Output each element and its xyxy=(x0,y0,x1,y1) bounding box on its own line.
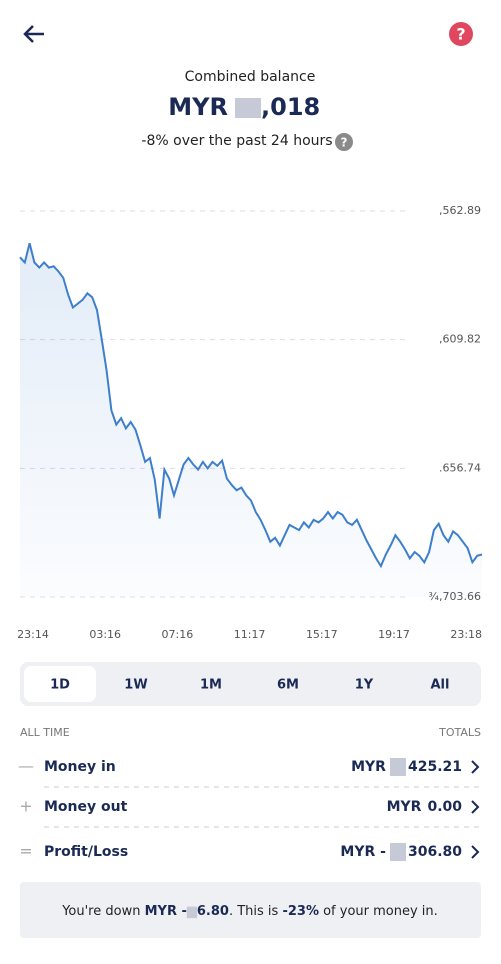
x-tick-label: 19:17 xyxy=(378,628,410,641)
redaction xyxy=(389,843,406,861)
balance-currency: MYR xyxy=(168,93,228,121)
summary-bold: MYR - xyxy=(145,904,187,919)
x-tick-label: 15:17 xyxy=(306,628,338,641)
x-tick-label: 23:14 xyxy=(17,628,49,641)
row-chevron[interactable] xyxy=(471,800,480,814)
redaction: ▆ xyxy=(186,904,198,919)
row-amount: 0.00 xyxy=(427,799,462,815)
tab[interactable]: 6M xyxy=(277,678,299,693)
row-chevron[interactable] xyxy=(471,760,480,774)
tab[interactable]: 1Y xyxy=(355,678,374,693)
summary-bold: -23% xyxy=(282,904,319,919)
tab-bar xyxy=(20,662,481,706)
tab[interactable]: 1D xyxy=(50,678,70,693)
back-button[interactable] xyxy=(23,25,44,43)
row-currency: MYR xyxy=(351,759,386,775)
row-chevron[interactable] xyxy=(471,845,480,859)
chart: ,562.89,609.82.656.74¾,703.6623:1403:160… xyxy=(17,204,483,641)
info-icon[interactable]: ? xyxy=(335,133,353,151)
tab[interactable]: 1W xyxy=(124,678,147,693)
summary-part: of your money in. xyxy=(319,904,438,919)
help-button[interactable]: ? xyxy=(449,22,473,46)
row-sign: = xyxy=(19,842,32,861)
svg-text:?: ? xyxy=(341,136,348,150)
summary-part: You're down xyxy=(61,904,144,919)
summary-bold: 6.80 xyxy=(197,904,229,919)
svg-text:?: ? xyxy=(456,25,465,44)
summary-text: You're down MYR -▆6.80. This is -23% of … xyxy=(61,904,438,919)
row-sign: + xyxy=(19,797,32,816)
row-sign: — xyxy=(18,757,34,776)
tab[interactable]: All xyxy=(431,678,450,693)
x-tick-label: 23:18 xyxy=(450,628,482,641)
area xyxy=(20,243,482,597)
row-amount: 425.21 xyxy=(408,759,462,775)
x-tick-label: 07:16 xyxy=(162,628,194,641)
row-currency: MYR xyxy=(387,799,422,815)
y-tick-label: .656.74 xyxy=(439,461,481,474)
summary-part: . This is xyxy=(229,904,282,919)
line xyxy=(19,242,483,569)
totals-header: TOTALS xyxy=(438,726,481,739)
row-label: Money out xyxy=(44,799,128,815)
summary-box xyxy=(20,882,481,938)
y-tick-label: ,562.89 xyxy=(439,204,481,217)
balance-change: -8% over the past 24 hours xyxy=(141,133,332,149)
row-currency: MYR - xyxy=(340,844,386,860)
row-amount: 306.80 xyxy=(408,844,462,860)
row-label: Money in xyxy=(44,759,116,775)
redaction xyxy=(389,758,406,776)
all-time-header: ALL TIME xyxy=(20,726,70,739)
x-tick-label: 03:16 xyxy=(89,628,121,641)
row-label: Profit/Loss xyxy=(44,844,128,860)
x-tick-label: 11:17 xyxy=(234,628,266,641)
balance-title: Combined balance xyxy=(185,69,316,85)
balance-amount: ,018 xyxy=(261,93,320,121)
tab[interactable]: 1M xyxy=(200,678,222,693)
tab-selected xyxy=(24,666,96,702)
y-tick-label: ,609.82 xyxy=(439,333,481,346)
redaction xyxy=(235,98,261,118)
